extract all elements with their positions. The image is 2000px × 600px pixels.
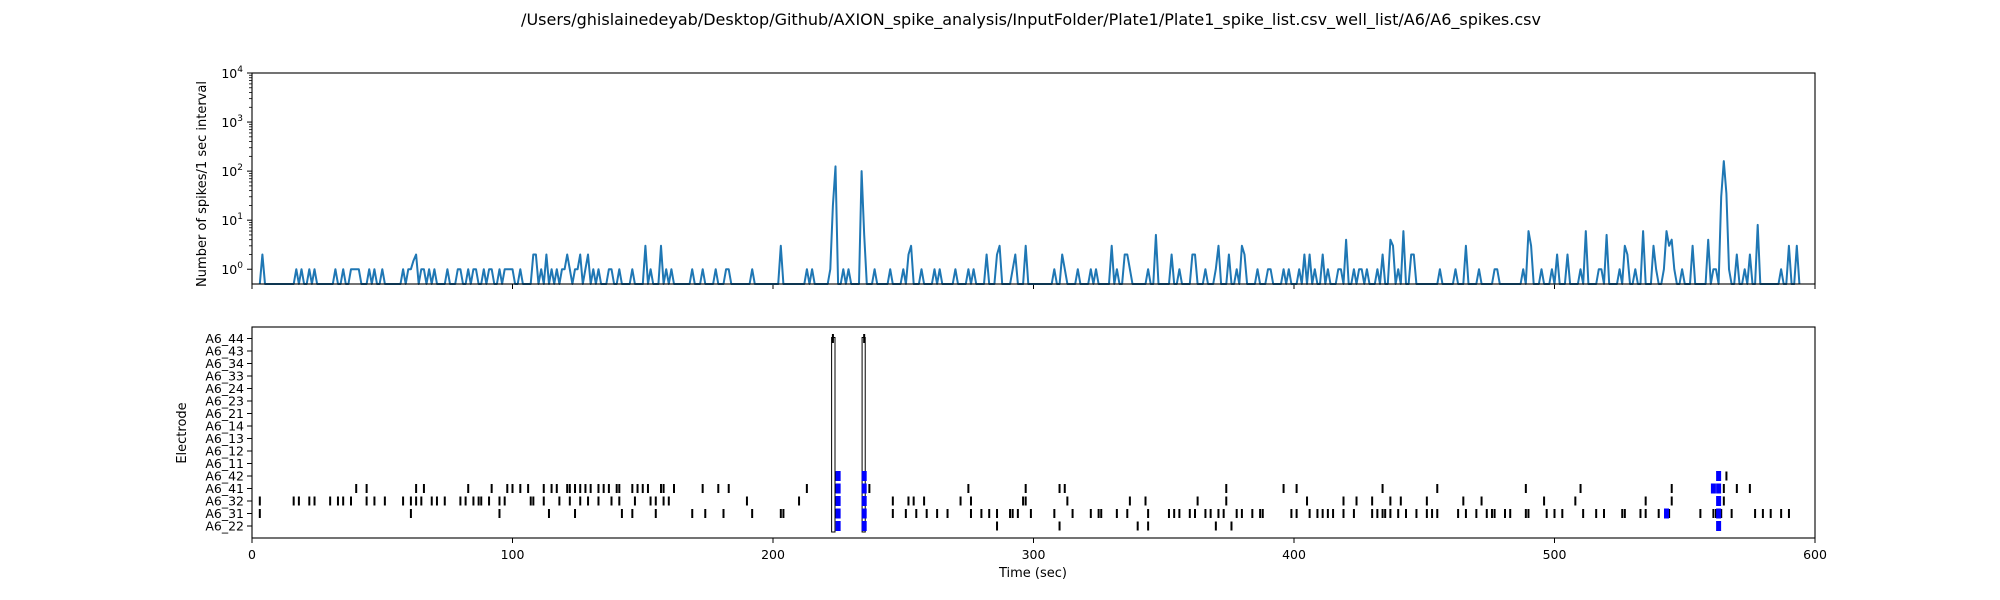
- burst-mark: [861, 471, 867, 481]
- spike-rate-y-tick-label: 104: [221, 65, 243, 81]
- spike-rate-panel: Number of spikes/1 sec interval 10010110…: [195, 65, 1816, 289]
- spike-layer: [258, 334, 1790, 531]
- burst-layer: [835, 471, 1722, 531]
- raster-y-tick-label: A6_44: [205, 331, 244, 346]
- spike-rate-plot-frame: [251, 72, 1816, 285]
- raster-x-tick-label: 200: [761, 547, 785, 562]
- burst-mark: [861, 496, 867, 506]
- spike-rate-y-tick-label: 101: [221, 212, 243, 228]
- raster-x-ticks: 0 100 200 300 400 500 600: [248, 538, 1827, 562]
- burst-mark: [861, 483, 867, 494]
- raster-y-tick-label: A6_11: [205, 456, 244, 471]
- raster-y-tick-label: A6_41: [205, 481, 244, 496]
- raster-y-tick-label: A6_13: [205, 431, 244, 446]
- spike-rate-line: [258, 160, 1801, 285]
- burst-mark: [1716, 521, 1722, 531]
- raster-plot-frame: [251, 326, 1816, 539]
- raster-y-tick-label: A6_23: [205, 394, 244, 409]
- spike-rate-y-tick-label: 103: [221, 114, 243, 130]
- figure-title: /Users/ghislainedeyab/Desktop/Github/AXI…: [521, 10, 1541, 30]
- raster-x-tick-label: 500: [1543, 547, 1567, 562]
- burst-mark: [1716, 508, 1722, 519]
- raster-y-tick-label: A6_31: [205, 506, 244, 521]
- burst-mark: [835, 496, 841, 506]
- burst-mark: [861, 521, 867, 531]
- burst-mark: [861, 508, 867, 519]
- raster-y-tick-label: A6_12: [205, 444, 244, 459]
- burst-mark: [835, 521, 841, 531]
- raster-x-tick-label: 400: [1282, 547, 1306, 562]
- raster-x-tick-label: 600: [1803, 547, 1827, 562]
- burst-mark: [835, 483, 841, 494]
- burst-mark: [1716, 471, 1722, 481]
- burst-mark: [835, 471, 841, 481]
- raster-y-tick-label: A6_42: [205, 469, 244, 484]
- raster-y-tick-label: A6_33: [205, 369, 244, 384]
- burst-mark: [1716, 483, 1722, 494]
- burst-mark: [1716, 496, 1722, 506]
- raster-y-tick-label: A6_34: [205, 356, 244, 371]
- burst-mark: [1710, 483, 1716, 494]
- raster-y-tick-label: A6_24: [205, 381, 244, 396]
- raster-y-tick-label: A6_43: [205, 344, 244, 359]
- raster-y-tick-label: A6_14: [205, 419, 244, 434]
- raster-y-axis-label: Electrode: [175, 402, 190, 463]
- raster-x-axis-label: Time (sec): [998, 566, 1067, 581]
- long-burst-mark: [831, 337, 836, 533]
- raster-panel: Electrode Time (sec) A6_22A6_31A6_32A6_4…: [175, 326, 1827, 581]
- raster-y-tick-label: A6_21: [205, 406, 244, 421]
- raster-x-tick-label: 100: [501, 547, 525, 562]
- raster-y-ticks: A6_22A6_31A6_32A6_41A6_42A6_11A6_12A6_13…: [205, 331, 252, 534]
- raster-x-tick-label: 0: [248, 547, 256, 562]
- spike-rate-y-tick-label: 100: [221, 261, 243, 277]
- raster-y-tick-label: A6_22: [205, 519, 244, 534]
- burst-mark: [835, 508, 841, 519]
- raster-x-tick-label: 300: [1022, 547, 1046, 562]
- raster-y-tick-label: A6_32: [205, 494, 244, 509]
- spike-rate-y-axis-label: Number of spikes/1 sec interval: [195, 81, 210, 287]
- spike-rate-y-ticks: 100 101 102 103 104: [221, 65, 252, 277]
- spike-rate-y-tick-label: 102: [221, 163, 243, 179]
- burst-mark: [1664, 508, 1670, 519]
